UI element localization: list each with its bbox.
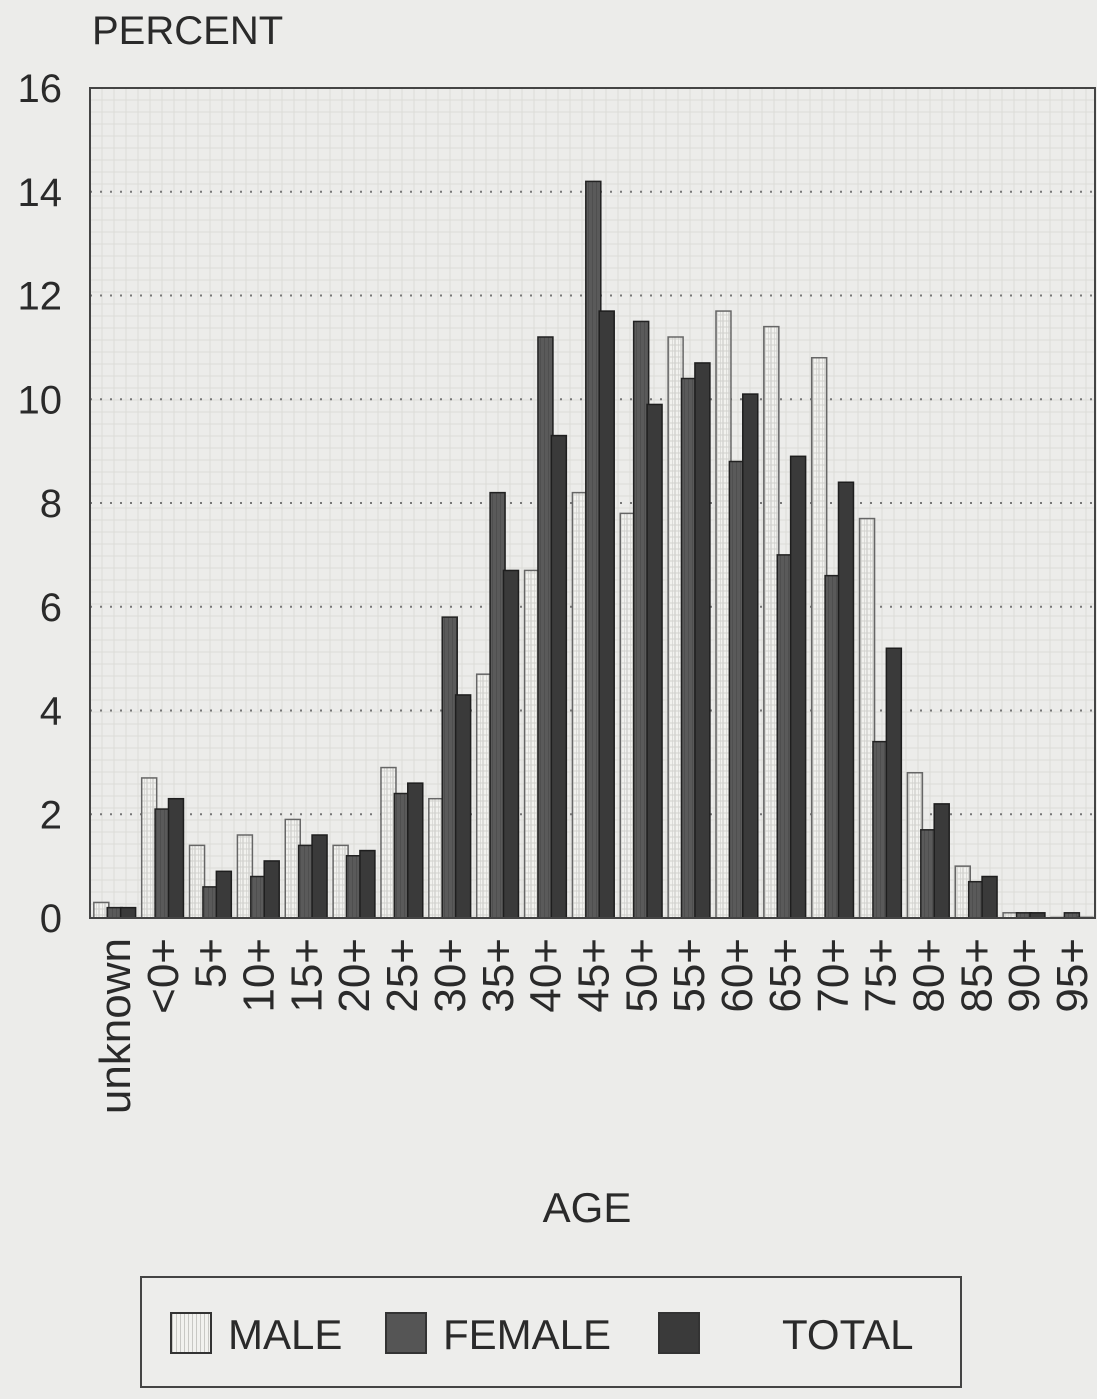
legend: MALE FEMALE TOTAL	[140, 1276, 962, 1388]
bar-total	[407, 782, 424, 919]
bar-total	[789, 455, 807, 919]
bar-total	[837, 481, 855, 919]
x-tick-label: 95+	[1048, 938, 1097, 1013]
x-tick-label: 75+	[857, 938, 906, 1013]
y-tick-label: 14	[18, 171, 63, 215]
y-axis-label: PERCENT	[92, 9, 283, 53]
x-tick-label: 60+	[713, 938, 762, 1013]
bar-total	[359, 849, 376, 919]
x-tick-label: 45+	[570, 938, 619, 1013]
bar-total	[646, 403, 663, 919]
legend-swatch-female	[385, 1312, 427, 1354]
bar-total	[215, 870, 233, 919]
legend-label-female: FEMALE	[443, 1311, 612, 1358]
x-tick-label: 80+	[905, 938, 954, 1013]
x-tick-label: 70+	[809, 938, 858, 1013]
legend-swatch-total	[658, 1312, 700, 1354]
x-tick-label: 90+	[1000, 938, 1049, 1013]
y-tick-labels: 0 2 4 6 8 10 12 14 16	[18, 67, 63, 941]
x-tick-label: <0+	[139, 938, 188, 1014]
y-tick-label: 4	[40, 690, 62, 734]
bar-total	[694, 362, 711, 919]
x-tick-label: unknown	[91, 938, 140, 1114]
bar-total	[263, 860, 280, 919]
bar-chart: PERCENT 0 2 4 6 8 10 12 14 16 unknown<0+5+10+15+…	[18, 9, 1097, 1231]
legend-label-male: MALE	[228, 1311, 343, 1358]
bar-total	[550, 434, 568, 919]
y-tick-label: 10	[18, 378, 63, 422]
bar-total	[167, 797, 185, 919]
plot-frame	[89, 87, 1096, 919]
y-tick-label: 8	[40, 482, 62, 526]
y-tick-label: 0	[40, 897, 62, 941]
x-tick-label: 50+	[617, 938, 666, 1013]
x-tick-label: 10+	[235, 938, 284, 1013]
y-tick-label: 2	[40, 793, 62, 837]
bar-total	[119, 906, 137, 919]
x-tick-label: 25+	[378, 938, 427, 1013]
bar-total	[598, 310, 615, 919]
x-tick-labels: unknown<0+5+10+15+20+25+30+35+40+45+50+5…	[91, 938, 1097, 1114]
legend-swatch-male	[170, 1312, 212, 1354]
bar-total	[502, 569, 520, 919]
legend-label-total: TOTAL	[782, 1311, 914, 1358]
x-tick-label: 85+	[952, 938, 1001, 1013]
x-tick-label: 40+	[522, 938, 571, 1013]
x-tick-label: 65+	[761, 938, 810, 1013]
bar-total	[885, 647, 903, 919]
x-tick-label: 15+	[282, 938, 331, 1013]
x-tick-label: 35+	[474, 938, 523, 1013]
x-tick-label: 5+	[187, 938, 236, 988]
y-tick-label: 16	[18, 67, 63, 111]
y-tick-label: 6	[40, 586, 62, 630]
x-axis-label: AGE	[543, 1184, 632, 1231]
bar-total	[454, 694, 472, 919]
bar-total	[981, 875, 998, 919]
x-tick-label: 30+	[426, 938, 475, 1013]
bar-total	[742, 393, 759, 919]
y-tick-label: 12	[18, 275, 63, 319]
x-tick-label: 55+	[665, 938, 714, 1013]
x-tick-label: 20+	[330, 938, 379, 1013]
bar-total	[311, 834, 328, 919]
bar-total	[933, 803, 950, 919]
